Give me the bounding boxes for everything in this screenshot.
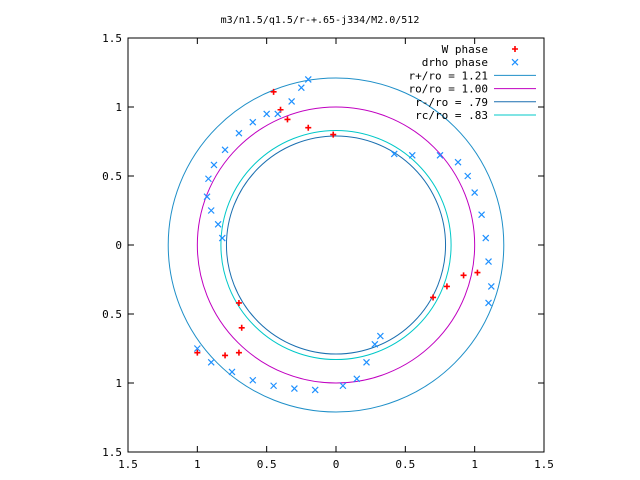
- point-1-10: [203, 193, 211, 201]
- y-tick-label-6: 1.5: [102, 446, 122, 459]
- circle-0: [167, 77, 505, 413]
- point-1-27: [228, 368, 236, 376]
- point-0-0: [270, 88, 277, 95]
- point-0-11: [235, 349, 242, 356]
- point-0-7: [460, 272, 467, 279]
- point-1-11: [207, 207, 215, 214]
- point-0-6: [443, 283, 450, 290]
- radius-circles: [167, 77, 505, 413]
- point-1-4: [263, 110, 271, 118]
- x-tick-label-1: 1: [194, 458, 201, 471]
- series-1: [193, 75, 495, 394]
- legend-label-2: r+/ro = 1.21: [409, 69, 488, 82]
- point-1-1: [297, 84, 305, 92]
- point-0-5: [430, 294, 437, 301]
- x-tick-label-2: 0.5: [257, 458, 277, 471]
- circle-3: [220, 129, 452, 361]
- circle-1: [196, 106, 476, 384]
- y-tick-label-2: 0.5: [102, 170, 122, 183]
- point-1-18: [464, 172, 472, 180]
- x-tick-label-5: 1: [471, 458, 478, 471]
- point-0-2: [284, 116, 291, 123]
- point-1-13: [218, 234, 226, 242]
- point-1-22: [485, 258, 492, 265]
- legend-label-0: W phase: [442, 43, 488, 56]
- point-1-8: [210, 161, 218, 169]
- point-1-3: [274, 110, 282, 118]
- point-0-13: [194, 349, 201, 356]
- point-1-16: [436, 151, 444, 159]
- axis-ticks: 1.5 1 0.5 0 0.5 1 1.51.510.500.511.5: [102, 32, 554, 471]
- point-1-12: [214, 220, 222, 228]
- point-1-23: [487, 282, 495, 290]
- point-1-31: [311, 386, 319, 394]
- legend-swatch-0: [512, 46, 518, 52]
- series-0: [194, 88, 481, 359]
- circle-2: [225, 135, 447, 355]
- point-1-14: [390, 150, 398, 158]
- point-1-7: [221, 146, 229, 154]
- point-0-12: [222, 352, 229, 359]
- point-1-6: [235, 129, 243, 137]
- point-0-4: [330, 131, 337, 138]
- point-1-32: [339, 382, 347, 390]
- y-tick-label-4: 0.5: [102, 308, 122, 321]
- point-1-35: [371, 340, 379, 348]
- point-1-2: [288, 98, 296, 105]
- legend-swatch-1: [511, 58, 519, 66]
- y-tick-label-3: 0: [115, 239, 122, 252]
- point-1-30: [290, 385, 298, 392]
- x-tick-label-6: 1.5: [534, 458, 554, 471]
- point-1-36: [376, 332, 384, 340]
- point-1-19: [471, 189, 479, 196]
- point-1-15: [408, 151, 416, 159]
- point-1-25: [193, 345, 201, 352]
- y-tick-label-5: 1: [115, 377, 122, 390]
- point-1-29: [270, 382, 278, 390]
- legend-label-5: rc/ro = .83: [415, 109, 488, 122]
- chart-title: m3/n1.5/q1.5/r-+.65-j334/M2.0/512: [221, 15, 420, 26]
- y-tick-label-1: 1: [115, 101, 122, 114]
- point-1-20: [478, 211, 486, 219]
- point-1-24: [485, 299, 492, 307]
- point-1-0: [304, 75, 312, 83]
- point-1-28: [249, 376, 257, 384]
- point-1-21: [482, 234, 490, 242]
- point-0-9: [235, 299, 242, 306]
- point-1-33: [353, 375, 361, 383]
- x-tick-label-3: 0: [333, 458, 340, 471]
- point-1-5: [249, 118, 257, 126]
- point-1-26: [207, 358, 215, 366]
- legend-label-1: drho phase: [422, 56, 488, 69]
- x-tick-label-0: 1.5: [118, 458, 138, 471]
- point-1-34: [363, 358, 370, 366]
- point-1-17: [454, 158, 462, 166]
- y-tick-label-0: 1.5: [102, 32, 122, 45]
- point-1-9: [205, 175, 212, 183]
- legend-label-3: ro/ro = 1.00: [409, 83, 488, 96]
- x-tick-label-4: 0.5: [395, 458, 415, 471]
- point-0-8: [474, 269, 481, 276]
- point-0-3: [305, 124, 312, 131]
- point-0-10: [238, 324, 245, 331]
- legend-label-4: r-/ro = .79: [415, 96, 488, 109]
- data-series: [193, 75, 495, 394]
